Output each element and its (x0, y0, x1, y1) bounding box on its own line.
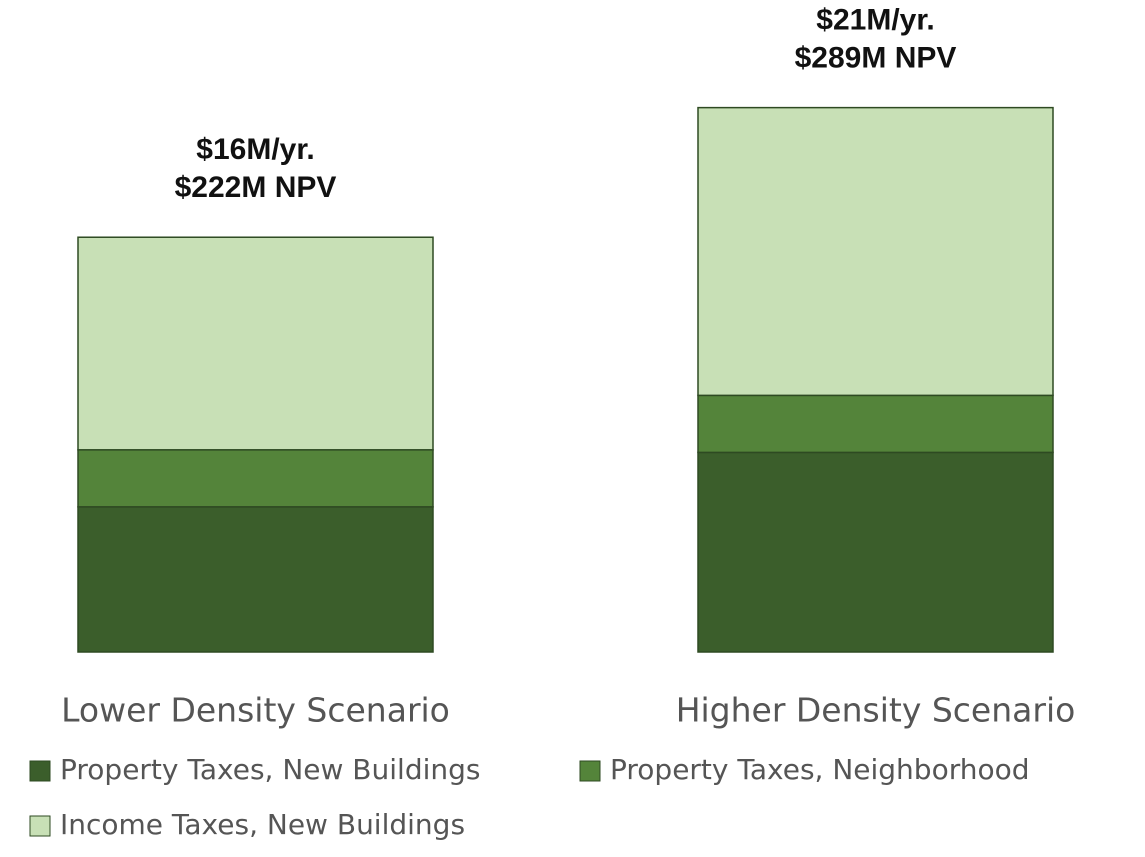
legend-swatch (29, 760, 51, 782)
total-label: $16M/yr. (196, 133, 314, 166)
x-tick-label: Lower Density Scenario (61, 691, 450, 730)
bar-segment (77, 506, 434, 653)
legend-swatch (579, 760, 601, 782)
legend-label: Income Taxes, New Buildings (60, 808, 465, 841)
legend-label: Property Taxes, Neighborhood (610, 753, 1030, 786)
legend-label: Property Taxes, New Buildings (60, 753, 480, 786)
bar-segment (77, 449, 434, 508)
x-tick-label: Higher Density Scenario (676, 691, 1076, 730)
total-label: $289M NPV (795, 42, 957, 75)
legend-swatch (29, 815, 51, 837)
bar-segment (697, 106, 1054, 397)
bar-segment (697, 451, 1054, 653)
bar-segment (77, 236, 434, 451)
bar-segment (697, 394, 1054, 454)
total-label: $21M/yr. (816, 4, 934, 37)
total-label: $222M NPV (175, 171, 337, 204)
